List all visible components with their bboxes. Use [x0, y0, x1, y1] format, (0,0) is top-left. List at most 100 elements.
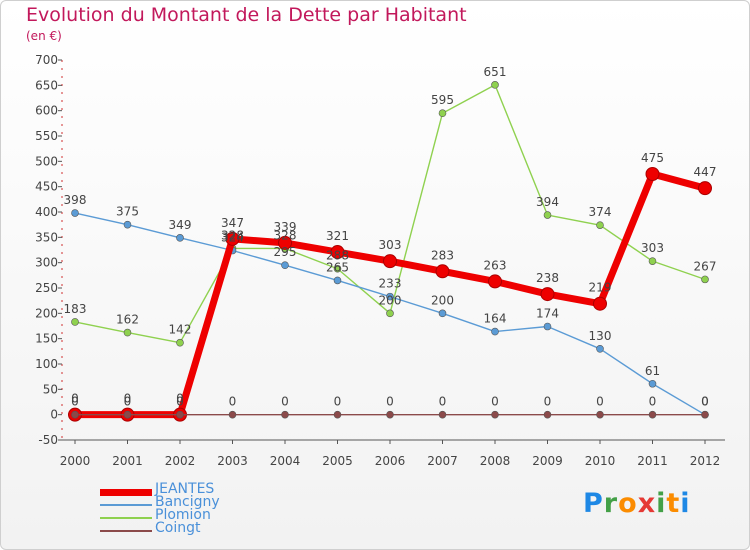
data-point-plomion [596, 221, 604, 229]
data-point-bancigny [333, 276, 342, 285]
data-point-coingt [648, 410, 657, 419]
data-label-coingt: 0 [71, 395, 79, 409]
data-point-bancigny [281, 261, 289, 270]
y-tick-label: 350 [35, 230, 58, 244]
data-label-plomion: 200 [379, 293, 402, 307]
data-label-jeantes: 303 [379, 238, 402, 252]
data-point-bancigny [596, 344, 604, 353]
x-tick-label: 2009 [532, 454, 563, 468]
x-tick-label: 2007 [427, 454, 458, 468]
data-label-jeantes: 339 [274, 220, 297, 234]
data-point-coingt [491, 410, 499, 419]
data-point-plomion [491, 81, 499, 89]
legend-swatch [100, 488, 152, 496]
logo-letter: r [603, 488, 619, 519]
y-tick-label: 450 [35, 180, 58, 194]
data-point-plomion [333, 264, 342, 273]
data-label-bancigny: 349 [169, 218, 192, 232]
y-tick-label: 200 [35, 306, 58, 320]
data-label-jeantes: 0 [71, 392, 79, 406]
x-tick-label: 2010 [585, 454, 616, 468]
data-point-coingt [386, 410, 394, 419]
data-label-bancigny: 164 [484, 312, 507, 326]
data-label-coingt: 0 [281, 395, 289, 409]
data-point-bancigny [386, 292, 394, 301]
data-point-bancigny [123, 220, 132, 229]
x-tick-label: 2012 [690, 454, 721, 468]
data-label-coingt: 0 [439, 395, 447, 409]
data-label-plomion: 162 [116, 313, 139, 327]
x-tick-label: 2003 [217, 454, 248, 468]
y-tick-label: 150 [35, 332, 58, 346]
x-tick-label: 2006 [375, 454, 406, 468]
data-label-plomion: 328 [274, 228, 297, 242]
data-point-jeantes [698, 181, 712, 196]
data-label-plomion: 394 [536, 195, 559, 209]
data-label-plomion: 374 [589, 205, 612, 219]
x-tick-label: 2011 [637, 454, 668, 468]
data-point-bancigny [491, 327, 499, 336]
x-tick-label: 2008 [480, 454, 511, 468]
data-label-coingt: 0 [334, 395, 342, 409]
data-point-jeantes [278, 235, 292, 250]
logo-letter: o [618, 488, 638, 519]
data-point-coingt [333, 410, 342, 419]
legend-item-jeantes: JEANTES [100, 481, 300, 498]
data-point-coingt [701, 410, 709, 419]
data-point-bancigny [438, 309, 447, 318]
legend-label: Coingt [155, 520, 201, 536]
data-label-jeantes: 263 [484, 258, 507, 272]
data-point-plomion [701, 275, 709, 284]
data-label-coingt: 0 [176, 395, 184, 409]
data-point-jeantes [593, 296, 607, 311]
data-point-coingt [123, 410, 132, 419]
y-tick-label: 700 [35, 53, 58, 67]
data-label-coingt: 0 [124, 395, 132, 409]
data-point-plomion [176, 338, 184, 347]
x-tick-label: 2000 [60, 454, 91, 468]
x-tick-label: 2002 [165, 454, 196, 468]
data-point-jeantes [383, 254, 397, 269]
legend-item-bancigny: Bancigny [100, 494, 300, 511]
data-label-plomion: 288 [326, 249, 349, 263]
data-label-jeantes: 475 [641, 151, 664, 165]
x-tick-label: 2005 [322, 454, 353, 468]
data-point-coingt [543, 410, 552, 419]
data-point-plomion [386, 309, 394, 318]
data-label-jeantes: 238 [536, 271, 559, 285]
y-tick-label: 550 [35, 129, 58, 143]
x-tick-label: 2001 [112, 454, 143, 468]
chart-subtitle: (en €) [26, 29, 62, 43]
data-label-bancigny: 174 [536, 307, 559, 321]
legend-label: JEANTES [155, 481, 215, 497]
data-label-jeantes: 0 [124, 392, 132, 406]
y-tick-label: 250 [35, 281, 58, 295]
data-point-jeantes [488, 274, 502, 289]
data-label-bancigny: 265 [326, 260, 349, 274]
data-label-bancigny: 324 [221, 231, 244, 245]
y-tick-label: 400 [35, 205, 58, 219]
data-label-plomion: 142 [169, 323, 192, 337]
data-label-coingt: 0 [649, 395, 657, 409]
legend-swatch [100, 530, 152, 532]
data-label-coingt: 0 [596, 395, 604, 409]
legend-item-plomion: Plomion [100, 507, 300, 524]
legend-swatch [100, 504, 152, 506]
legend-swatch [100, 517, 152, 519]
data-point-jeantes [435, 264, 450, 279]
data-point-plomion [648, 257, 657, 265]
data-label-plomion: 651 [484, 65, 507, 79]
y-tick-label: 300 [35, 256, 58, 270]
legend-item-coingt: Coingt [100, 520, 300, 537]
legend-label: Bancigny [155, 494, 220, 510]
data-label-bancigny: 398 [64, 193, 87, 207]
data-label-bancigny: 61 [645, 364, 660, 378]
y-tick-label: 100 [35, 357, 58, 371]
data-label-coingt: 0 [491, 395, 499, 409]
data-label-jeantes: 283 [431, 248, 454, 262]
y-tick-label: 50 [43, 382, 58, 396]
data-point-coingt [228, 410, 237, 419]
chart-title: Evolution du Montant de la Dette par Hab… [26, 4, 467, 26]
data-label-coingt: 0 [386, 395, 394, 409]
